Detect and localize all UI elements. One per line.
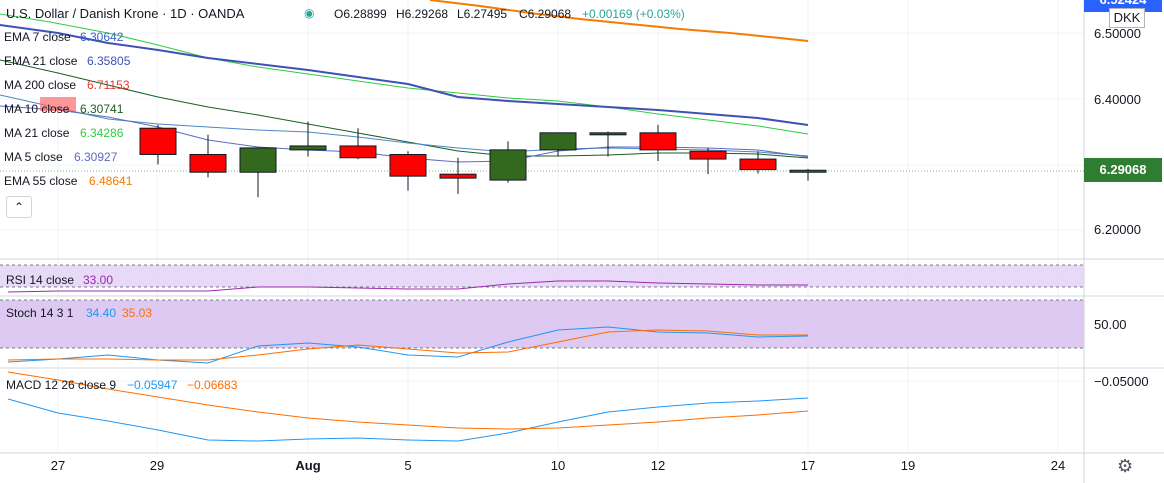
collapse-legend-button[interactable]: ⌃ xyxy=(6,196,32,218)
price-axis-label: 6.50000 xyxy=(1094,26,1141,41)
macd-legend-signal: −0.06683 xyxy=(187,378,238,392)
indicator-legend-value: 6.30642 xyxy=(80,30,124,44)
macd-signal-line xyxy=(7,371,809,430)
currency-label[interactable]: DKK xyxy=(1109,8,1145,28)
price-axis-label: 6.40000 xyxy=(1094,92,1141,107)
candle-body xyxy=(239,147,277,173)
ohlc-high: H6.29268 xyxy=(396,7,449,21)
time-axis-label: 27 xyxy=(50,458,66,473)
indicator-legend-label[interactable]: MA 200 close xyxy=(4,78,77,92)
ma-10-line xyxy=(0,59,809,159)
macd-axis-label: −0.05000 xyxy=(1094,374,1149,389)
indicator-legend-value: 6.30741 xyxy=(80,102,124,116)
ohlc-close: C6.29068 xyxy=(519,7,572,21)
stoch-legend-k: 34.40 xyxy=(86,306,117,320)
candle-body xyxy=(489,149,527,181)
candle-body xyxy=(439,173,477,179)
indicator-legend-label[interactable]: MA 10 close xyxy=(4,102,70,116)
time-axis-label: 24 xyxy=(1050,458,1066,473)
indicator-legend-label[interactable]: MA 5 close xyxy=(4,150,63,164)
stoch-legend-d: 35.03 xyxy=(122,306,153,320)
time-axis-label: 10 xyxy=(550,458,566,473)
time-axis-label: 5 xyxy=(404,458,412,473)
candles-group xyxy=(139,121,827,198)
rsi-legend-value: 33.00 xyxy=(83,273,114,287)
indicator-legend-label[interactable]: EMA 21 close xyxy=(4,54,78,68)
indicator-legend-value: 6.34286 xyxy=(80,126,124,140)
candle-body xyxy=(689,150,727,160)
stoch-axis-label: 50.00 xyxy=(1094,317,1127,332)
candle-body xyxy=(739,158,777,171)
indicator-legend-label[interactable]: EMA 55 close xyxy=(4,174,78,188)
ohlc-open: O6.28899 xyxy=(334,7,387,21)
candle-body xyxy=(589,132,627,136)
candle-body xyxy=(639,132,677,151)
indicator-legend-label[interactable]: EMA 7 close xyxy=(4,30,71,44)
time-axis-label: 12 xyxy=(650,458,666,473)
rsi-line xyxy=(7,280,808,293)
ohlc-low: L6.27495 xyxy=(457,7,508,21)
candle-body xyxy=(189,153,227,173)
ohlc-change: +0.00169 (+0.03%) xyxy=(582,7,685,21)
time-axis-label: 29 xyxy=(149,458,165,473)
ma-21-line xyxy=(0,13,809,135)
indicator-legend-value: 6.35805 xyxy=(87,54,131,68)
market-status-icon: ◉ xyxy=(304,6,315,20)
ma200-marker xyxy=(40,97,76,111)
candle-body xyxy=(139,127,177,155)
symbol-title[interactable]: U.S. Dollar / Danish Krone · 1D · OANDA xyxy=(6,6,245,21)
indicator-legend-label[interactable]: MA 21 close xyxy=(4,126,70,140)
indicator-legend-value: 6.71153 xyxy=(87,78,130,92)
settings-gear-icon[interactable]: ⚙ xyxy=(1117,456,1134,476)
stoch-legend-label: Stoch 14 3 1 xyxy=(6,306,74,320)
candle-body xyxy=(539,132,577,151)
macd-legend-macd: −0.05947 xyxy=(127,378,178,392)
rsi-band xyxy=(0,265,1084,287)
stoch-k-line xyxy=(7,326,809,364)
time-axis-label: Aug xyxy=(295,458,321,473)
indicator-legend-value: 6.48641 xyxy=(89,174,133,188)
macd-line xyxy=(7,397,809,442)
current-price-tag: 6.29068 xyxy=(1084,158,1162,182)
indicator-legend-value: 6.30927 xyxy=(74,150,118,164)
candle-body xyxy=(339,145,377,159)
time-axis-label: 19 xyxy=(900,458,916,473)
candle-body xyxy=(389,153,427,177)
time-axis-label: 17 xyxy=(800,458,816,473)
price-axis-label: 6.20000 xyxy=(1094,222,1141,237)
stoch-d-line xyxy=(7,329,808,361)
ema-21-line xyxy=(0,24,809,126)
candle-body xyxy=(289,145,327,151)
macd-legend-label: MACD 12 26 close 9 xyxy=(6,378,117,392)
stoch-band xyxy=(0,300,1084,348)
ema-55-line xyxy=(429,0,809,42)
rsi-legend-label: RSI 14 close xyxy=(6,273,75,287)
